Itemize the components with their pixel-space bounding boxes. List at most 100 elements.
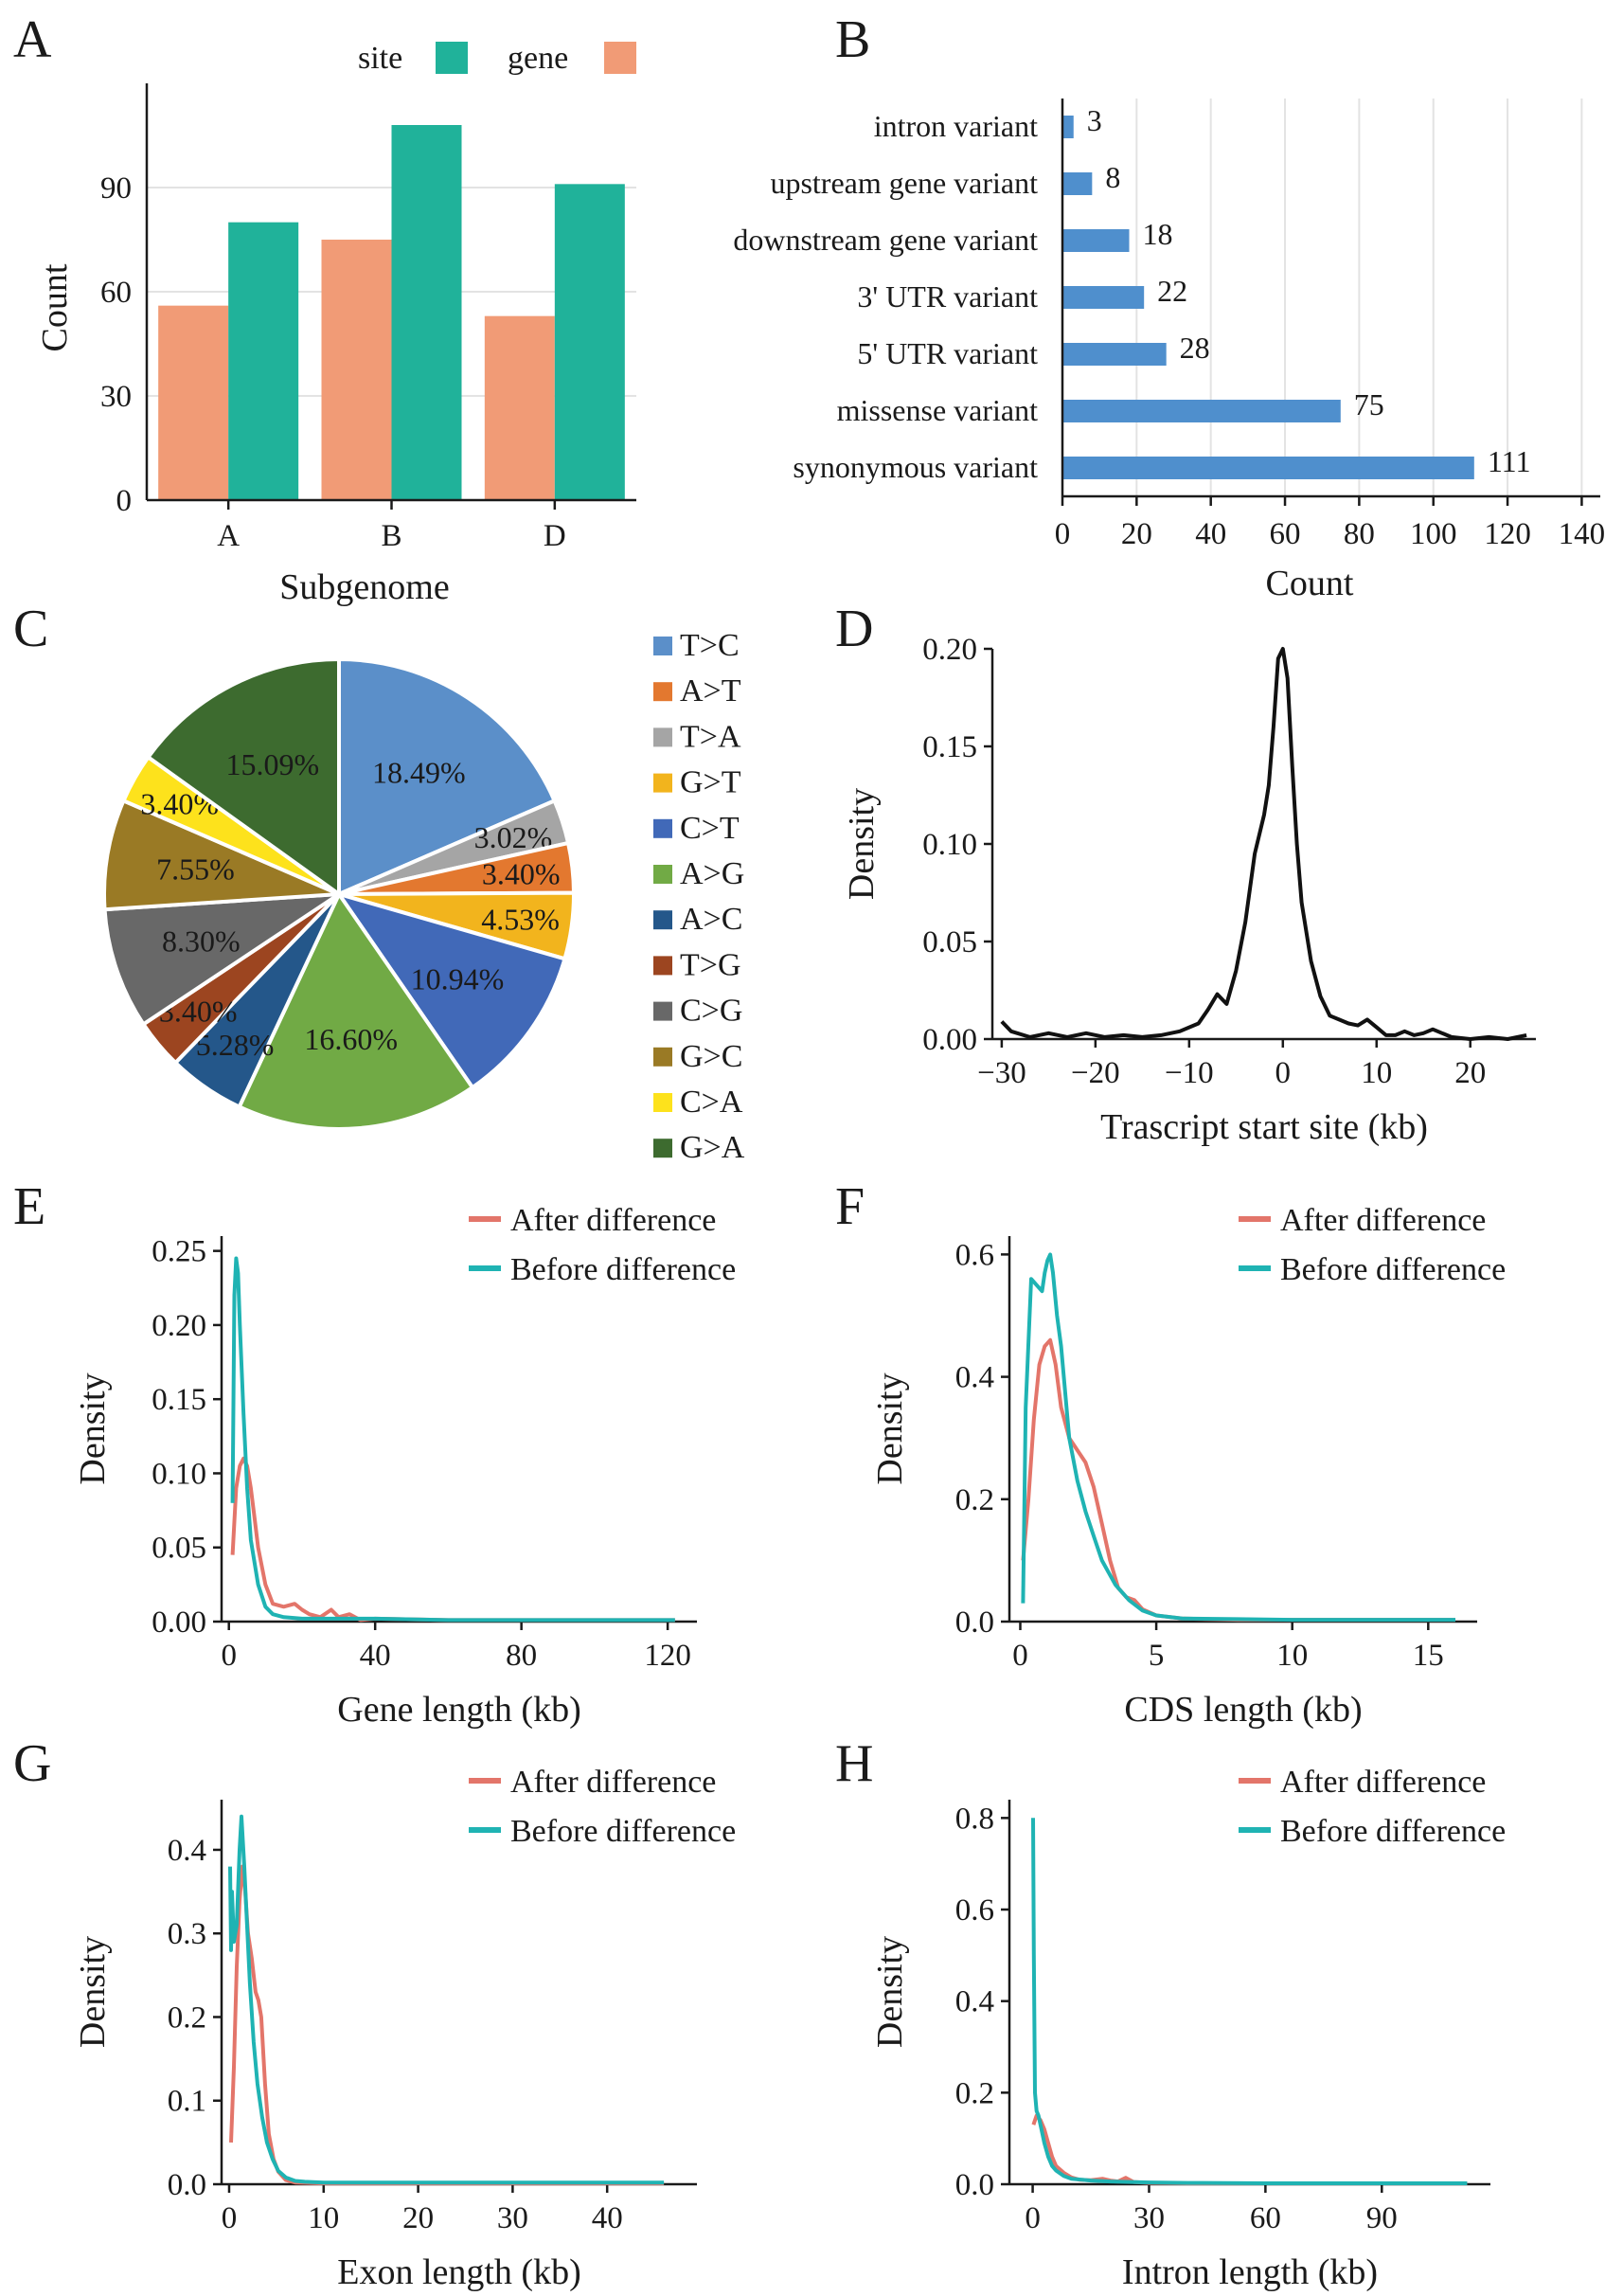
category-label: intron variant xyxy=(874,109,1038,143)
x-tick-label: −10 xyxy=(1165,1056,1214,1090)
legend-label: Before difference xyxy=(510,1252,736,1287)
panel-g-density-plot: G 0.0 0.1 0.2 0.3 0.4 0 10 20 30 40 Exon length (kb… xyxy=(13,1734,736,2292)
y-axis-title: Density xyxy=(842,788,882,900)
x-tick-label: 0 xyxy=(1275,1056,1292,1090)
x-tick-label: 20 xyxy=(1454,1056,1486,1090)
y-tick-label: 0.0 xyxy=(955,1605,994,1640)
data-label: 8 xyxy=(1105,160,1120,194)
y-tick-label: 0.6 xyxy=(955,1238,994,1272)
bar-gene-d xyxy=(484,315,555,500)
bar-3-utr-variant xyxy=(1062,286,1145,309)
x-tick-label: 0 xyxy=(222,2201,238,2235)
y-tick-label: 0.20 xyxy=(152,1309,206,1343)
x-tick-label: 90 xyxy=(1366,2201,1398,2235)
pie-slice-label: 5.28% xyxy=(196,1028,275,1062)
y-tick-label: 0.25 xyxy=(152,1235,206,1269)
panel-d-density-plot: D 0.00 0.05 0.10 0.15 0.20 −30 −20 −10 0 10 20 Trasc… xyxy=(835,600,1536,1147)
pie-slice-label: 4.53% xyxy=(481,902,560,936)
pie-slice-label: 10.94% xyxy=(411,962,505,996)
bar-upstream-gene-variant xyxy=(1062,172,1093,195)
x-tick-label: −30 xyxy=(977,1056,1026,1090)
legend-label: G>C xyxy=(680,1039,742,1074)
data-label: 22 xyxy=(1157,274,1187,308)
data-label: 28 xyxy=(1180,331,1210,365)
legend-label: G>T xyxy=(680,765,741,800)
legend-swatch xyxy=(653,682,672,702)
y-axis-title: Count xyxy=(35,263,75,351)
legend-label: After difference xyxy=(510,1203,716,1238)
pie-slice-c-to-g xyxy=(102,891,347,1028)
bar-missense-variant xyxy=(1062,400,1341,422)
panel-label-d: D xyxy=(835,600,873,658)
legend-label: G>A xyxy=(680,1130,745,1165)
x-axis-title: Trascript start site (kb) xyxy=(1100,1107,1428,1147)
y-axis-title: Density xyxy=(870,1936,910,2048)
pie-slice-label: 15.09% xyxy=(225,747,319,781)
category-label: 3' UTR variant xyxy=(857,279,1038,314)
bar-gene-b xyxy=(321,240,392,500)
x-tick-label: 20 xyxy=(1121,517,1152,551)
y-tick-label: 90 xyxy=(100,171,132,206)
category-label: missense variant xyxy=(837,393,1039,427)
panel-label-h: H xyxy=(835,1734,873,1793)
panel-a-bar-chart: A 0 30 60 90 A B D Subgenome Count site gene xyxy=(13,10,636,607)
legend-label: A>G xyxy=(680,856,744,891)
x-tick-label: 0 xyxy=(1025,2201,1041,2235)
legend-label: C>A xyxy=(680,1085,743,1120)
y-tick-label: 0.3 xyxy=(168,1917,206,1951)
legend-label: Before difference xyxy=(1280,1252,1506,1287)
series-line-after-difference xyxy=(229,1864,665,2186)
legend-swatch xyxy=(653,818,672,838)
legend-label: A>C xyxy=(680,902,742,937)
data-label: 18 xyxy=(1143,217,1173,251)
legend-label: After difference xyxy=(1280,1765,1486,1800)
pie-slice-a-to-g xyxy=(237,889,475,1131)
bar-gene-a xyxy=(158,305,229,500)
y-tick-label: 0.0 xyxy=(955,2168,994,2202)
x-tick-label: 10 xyxy=(308,2201,339,2235)
y-tick-label: 0.10 xyxy=(922,828,977,862)
y-tick-label: 0.4 xyxy=(955,1985,994,2019)
legend-label: A>T xyxy=(680,673,741,709)
x-tick-label: 15 xyxy=(1413,1639,1444,1673)
data-label: 75 xyxy=(1354,387,1384,422)
x-tick-label: 10 xyxy=(1361,1056,1392,1090)
y-tick-label: 30 xyxy=(100,380,132,414)
x-tick-label: 120 xyxy=(1484,517,1531,551)
category-label: 5' UTR variant xyxy=(857,336,1038,370)
legend-label: Before difference xyxy=(510,1814,736,1849)
x-tick-label: 80 xyxy=(506,1639,537,1673)
bar-5-utr-variant xyxy=(1062,343,1167,366)
y-tick-label: 0.1 xyxy=(168,2085,206,2119)
pie-slice-label: 8.30% xyxy=(162,924,241,958)
panel-label-c: C xyxy=(13,600,48,658)
pie-slice-label: 3.40% xyxy=(482,856,561,890)
y-tick-label: 0.05 xyxy=(152,1532,206,1566)
x-tick-label: 100 xyxy=(1410,517,1457,551)
series-line-before-difference xyxy=(1021,1252,1455,1623)
y-tick-label: 0.6 xyxy=(955,1893,994,1928)
x-tick-label: 5 xyxy=(1149,1639,1165,1673)
series-line-density xyxy=(1000,647,1527,1041)
pie-slice-c-to-t xyxy=(334,890,567,1090)
pie-slice-g-to-c xyxy=(102,798,340,912)
x-tick-label: 40 xyxy=(592,2201,623,2235)
legend-label: T>A xyxy=(680,719,741,754)
legend-label: Before difference xyxy=(1280,1814,1506,1849)
x-axis-title: Count xyxy=(1266,564,1354,603)
x-axis-title: Intron length (kb) xyxy=(1122,2252,1378,2292)
panel-label-e: E xyxy=(13,1177,45,1236)
x-tick-label: 20 xyxy=(402,2201,434,2235)
y-tick-label: 0.0 xyxy=(168,2168,206,2202)
x-axis-title: Gene length (kb) xyxy=(337,1690,580,1730)
x-tick-label: 120 xyxy=(644,1639,691,1673)
series-line-before-difference xyxy=(1031,1818,1468,2185)
y-tick-label: 0.2 xyxy=(955,2076,994,2110)
pie-slice-g-to-a xyxy=(145,656,341,898)
bar-downstream-gene-variant xyxy=(1062,229,1130,252)
bar-synonymous-variant xyxy=(1062,457,1474,479)
panel-f-density-plot: F 0.0 0.2 0.4 0.6 0 5 10 15 CDS length (kb) Densit… xyxy=(835,1177,1506,1730)
x-axis-title: Exon length (kb) xyxy=(337,2252,581,2292)
panel-label-f: F xyxy=(835,1177,865,1236)
